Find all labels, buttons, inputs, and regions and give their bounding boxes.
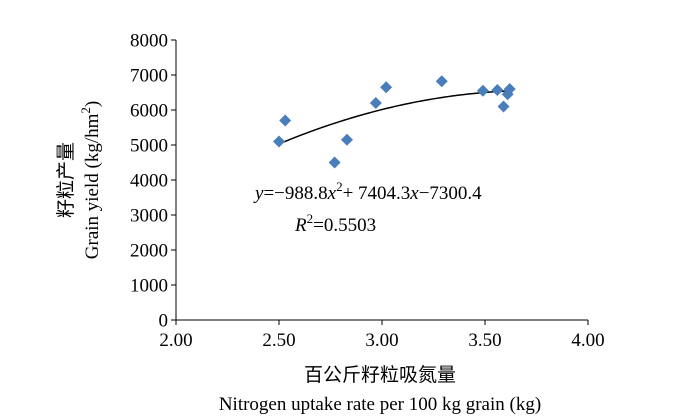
data-points [273,75,516,169]
y-tick-label: 3000 [130,206,168,227]
y-axis-title-cn: 籽粒产量 [55,142,77,218]
data-point [380,81,393,94]
tick-labels: 0 1000 2000 3000 4000 5000 6000 7000 8000 2.00 2.5… [130,31,605,352]
y-tick-label: 8000 [130,31,168,52]
y-tick-label: 1000 [130,276,168,297]
trendline [278,90,510,145]
data-point [491,84,504,97]
y-axis-title-en: Grain yield (kg/hm2) [78,101,103,259]
y-tick-label: 6000 [130,101,168,122]
x-tick-label: 4.00 [571,330,604,351]
y-tick-label: 4000 [130,171,168,192]
x-axis-title-en: Nitrogen uptake rate per 100 kg grain (k… [219,394,541,415]
data-point [328,156,341,169]
data-point [476,84,489,97]
x-tick-label: 2.50 [262,330,295,351]
trendline-group [278,90,510,145]
y-tick-label: 5000 [130,136,168,157]
trend-equation: y=−988.8x2+ 7404.3x−7300.4 [253,179,482,204]
x-tick-label: 3.00 [365,330,398,351]
x-tick-label: 3.50 [468,330,501,351]
data-point [435,75,448,88]
data-point [503,83,516,95]
axes [171,39,589,325]
data-point [340,133,353,146]
y-tick-label: 0 [159,311,169,332]
data-point [273,135,285,148]
r-squared: R2=0.5503 [294,211,376,236]
data-point [279,114,292,127]
x-tick-label: 2.00 [159,330,192,351]
x-axis-title-cn: 百公斤籽粒吸氮量 [304,364,456,386]
y-tick-label: 2000 [130,241,168,262]
data-point [497,100,510,113]
y-tick-label: 7000 [130,66,168,87]
data-point [369,97,382,109]
